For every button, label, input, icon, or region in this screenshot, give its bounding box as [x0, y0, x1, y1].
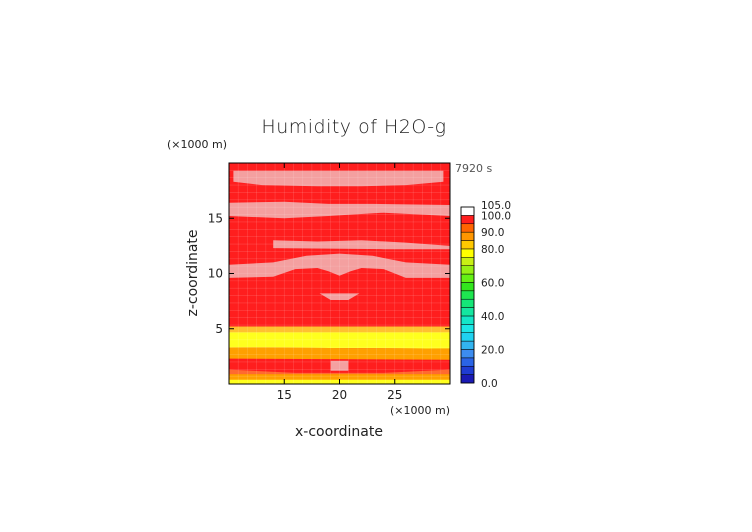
colorbar-swatch — [460, 231, 475, 241]
colorbar-swatch — [460, 307, 475, 317]
colorbar-swatch — [460, 374, 475, 384]
x-tick-label: 15 — [277, 388, 292, 402]
colorbar-swatch — [460, 324, 475, 333]
colorbar-swatch — [460, 248, 475, 258]
colorbar-swatch — [460, 223, 475, 233]
colorbar-tick-label: 100.0 — [481, 210, 511, 222]
colorbar-swatch — [460, 349, 475, 359]
colorbar-tick-label: 0.0 — [481, 378, 498, 390]
colorbar-tick-label: 105.0 — [481, 200, 511, 212]
y-axis-label: z-coordinate — [185, 229, 201, 316]
x-tick-label: 20 — [332, 388, 347, 402]
z-unit-label: (×1000 m) — [167, 138, 227, 151]
region-band-10 — [229, 253, 450, 278]
colorbar-tick-label: 80.0 — [481, 244, 504, 256]
x-axis-label: x-coordinate — [295, 424, 383, 440]
region-yellow-4 — [229, 332, 450, 349]
colorbar-tick-label: 60.0 — [481, 277, 504, 289]
region-band-13 — [273, 240, 450, 250]
y-axis-ticks: 5 10 15 — [208, 211, 450, 336]
region-band-16 — [229, 201, 450, 219]
colorbar-swatch — [460, 332, 475, 342]
region-orange-low — [229, 369, 450, 375]
chart-title: Humidity of H2O-g — [261, 116, 446, 138]
time-label: 7920 s — [455, 162, 492, 175]
colorbar-swatch — [460, 290, 475, 300]
colorbar-swatch — [460, 240, 475, 250]
colorbar-swatch — [460, 206, 475, 216]
y-tick-label: 10 — [208, 267, 223, 281]
colorbar-swatch — [460, 257, 475, 266]
y-tick-label: 5 — [215, 322, 223, 336]
colorbar-tick-label: 40.0 — [481, 311, 504, 323]
y-tick-label: 15 — [208, 211, 223, 225]
heatmap-plot-area — [228, 162, 451, 385]
colorbar-swatch — [460, 315, 475, 325]
x-tick-label: 25 — [387, 388, 402, 402]
region-orange-3 — [229, 347, 450, 360]
colorbar-frame — [460, 206, 475, 384]
x-unit-label: (×1000 m) — [390, 404, 450, 417]
region-top-pink — [233, 170, 444, 187]
heatmap-cell-grid — [229, 163, 450, 384]
colorbar-swatch — [460, 282, 475, 292]
colorbar — [460, 206, 475, 384]
colorbar-swatch — [460, 273, 475, 283]
colorbar-swatch — [460, 365, 475, 375]
region-orange-bottom — [229, 374, 450, 380]
colorbar-tick-label: 90.0 — [481, 227, 504, 239]
colorbar-tick-label: 20.0 — [481, 344, 504, 356]
region-orange-5 — [229, 326, 450, 333]
x-axis-ticks: 15 20 25 — [277, 163, 402, 402]
colorbar-swatch — [460, 265, 475, 275]
colorbar-swatch — [460, 215, 475, 225]
colorbar-swatch — [460, 357, 475, 367]
colorbar-swatch — [460, 340, 475, 350]
region-patch-2 — [330, 360, 349, 371]
colorbar-swatch — [460, 298, 475, 308]
region-patch-8 — [319, 293, 360, 300]
